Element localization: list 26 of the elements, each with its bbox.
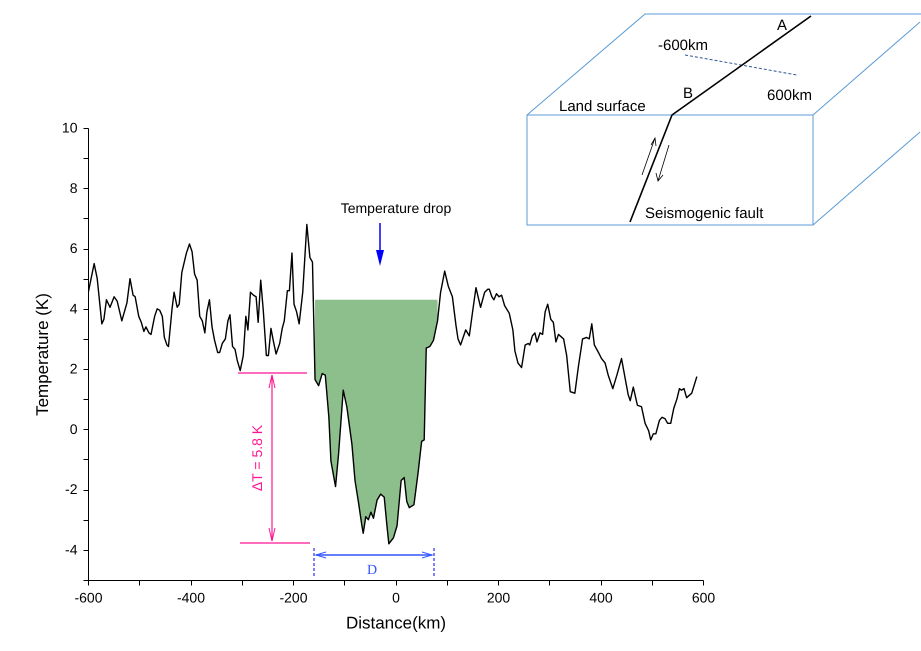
y-tick-label: 6: [70, 240, 78, 256]
x-axis-title: Distance(km): [346, 614, 446, 632]
y-tick-label: 2: [70, 360, 78, 377]
x-tick-label: -400: [176, 590, 206, 606]
annotation: Seismogenic fault: [645, 205, 764, 222]
y-tick-label: 0: [70, 420, 78, 437]
x-tick-label: 0: [392, 590, 400, 606]
y-axis-title: Temperature (K): [32, 293, 52, 416]
text: 600km: [767, 87, 812, 104]
annotation: D: [366, 563, 378, 578]
y-tick-label: 10: [62, 120, 78, 136]
text: Land surface: [559, 98, 646, 115]
annotation: ΔT = 5.8 K: [249, 424, 265, 492]
y-tick-label: 4: [70, 300, 78, 316]
y-tick-label: 8: [70, 180, 78, 196]
x-tick-label: -600: [74, 590, 103, 606]
x-tick-label: -200: [279, 590, 308, 606]
text: B: [683, 85, 694, 102]
y-tick-label: -2: [65, 481, 78, 498]
text: A: [777, 17, 788, 34]
x-tick-label: 200: [486, 590, 510, 606]
x-tick-label: 400: [589, 590, 613, 606]
x-tick-label: 600: [692, 590, 716, 606]
y-tick-label: -4: [65, 541, 78, 558]
annotation: Temperature drop: [340, 200, 452, 216]
text: -600km: [658, 37, 708, 54]
